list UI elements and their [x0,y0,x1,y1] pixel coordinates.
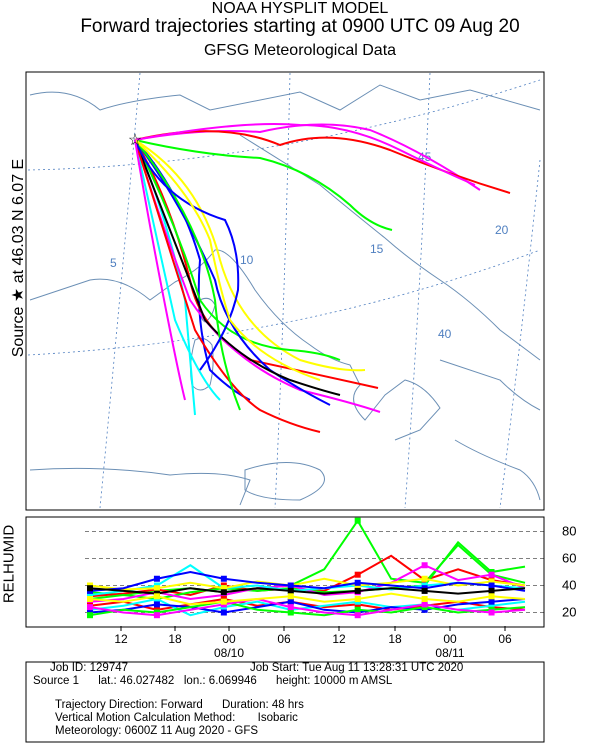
rh-data-point [220,609,227,616]
rh-y-tick-label: 40 [562,578,576,593]
chart-title-line3: GFSG Meteorological Data [203,42,397,59]
rh-data-point [153,612,160,619]
rh-x-tick-label: 12 [114,632,128,646]
rh-data-point [488,598,495,605]
rh-series-line [89,597,526,611]
lon-label-20: 20 [495,223,509,237]
rh-data-point [287,587,294,594]
rh-x-tick-label: 18 [168,632,182,646]
rh-x-tick-label: 00 [443,632,457,646]
trajectory-path [134,139,186,401]
source-info: Source 1 lat.: 46.027482 lon.: 6.069946 … [33,675,393,687]
rh-data-point [153,575,160,582]
job-start: Job Start: Tue Aug 11 13:28:31 UTC 2020 [250,662,464,674]
lon-label-10: 10 [240,253,254,267]
vertical-motion: Vertical Motion Calculation Method: Isob… [55,712,298,724]
lat-label-40: 40 [438,327,452,341]
rh-data-point [488,602,495,609]
trajectory-path [134,139,240,371]
rh-data-point [354,612,361,619]
rh-data-point [421,601,428,608]
rh-data-point [87,585,93,592]
job-id: Job ID: 129747 [50,662,129,674]
rh-data-point [87,604,93,611]
rh-data-point [220,589,227,596]
rh-series-group [87,517,526,619]
chart-title-line2: Forward trajectories starting at 0900 UT… [80,16,520,37]
rh-data-point [153,585,160,592]
rh-data-point [87,612,93,619]
rh-data-point [354,571,361,578]
rh-data-point [488,582,495,589]
trajectory-path [134,139,331,406]
rh-data-point [220,598,227,605]
chart-title-line1: NOAA HYSPLIT MODEL [211,0,389,17]
rh-series-line [89,587,526,595]
rh-data-point [354,587,361,594]
rh-data-point [287,593,294,600]
rh-data-point [287,582,294,589]
rh-data-point [421,575,428,582]
rh-data-point [287,598,294,605]
rh-data-point [287,609,294,616]
rh-x-ticks: 12 18 00 06 12 18 00 06 [114,626,512,646]
rh-data-point [488,609,495,616]
rh-data-point [220,575,227,582]
rh-data-point [354,517,361,524]
rh-x-tick-label: 00 [222,632,236,646]
rh-x-tick-label: 06 [277,632,291,646]
rh-data-point [488,587,495,594]
trajectory-path [134,139,221,401]
trajectory-lines [134,123,511,433]
rh-y-tick-label: 60 [562,551,576,566]
rh-data-point [220,585,227,592]
info-box [25,661,545,743]
meteorology: Meteorology: 0600Z 11 Aug 2020 - GFS [55,725,259,737]
trajectory-path [134,123,476,186]
rh-series-line [89,592,526,606]
rh-data-point [87,591,93,598]
coastlines [29,84,541,506]
trajectory-path [134,139,341,361]
rh-series-line [89,600,526,617]
rh-data-point [421,587,428,594]
trajectory-path [134,139,393,231]
lon-label-5: 5 [110,256,117,270]
rh-data-point [87,596,93,602]
rh-y-ticks: 20 40 60 80 [562,524,576,620]
rh-data-point [421,562,428,569]
rh-y-tick-label: 80 [562,524,576,539]
trajectory-direction: Trajectory Direction: Forward Duration: … [55,699,304,711]
rh-y-tick-label: 20 [562,605,576,620]
rh-data-point [153,593,160,600]
trajectory-path [134,139,366,372]
rh-data-point [488,593,495,600]
trajectory-path [134,139,241,411]
rh-x-tick-label: 18 [388,632,402,646]
map-frame [25,71,545,511]
rh-data-point [354,606,361,613]
date-label-2: 08/11 [435,646,464,660]
source-star-icon: ☆ [128,132,142,149]
rh-data-point [421,596,428,602]
rh-series-line [89,570,526,592]
trajectory-path [134,139,321,381]
rh-x-tick-label: 06 [498,632,512,646]
rh-x-tick-label: 12 [332,632,346,646]
rh-data-point [153,601,160,608]
rh-data-point [488,578,495,585]
rh-series-line [89,597,526,617]
rh-series-line [89,598,526,614]
rh-data-point [488,571,495,578]
rh-data-point [354,596,361,602]
rh-data-point [354,579,361,586]
date-label-1: 08/10 [214,646,244,660]
lon-label-15: 15 [370,242,384,256]
rh-data-point [287,604,294,611]
